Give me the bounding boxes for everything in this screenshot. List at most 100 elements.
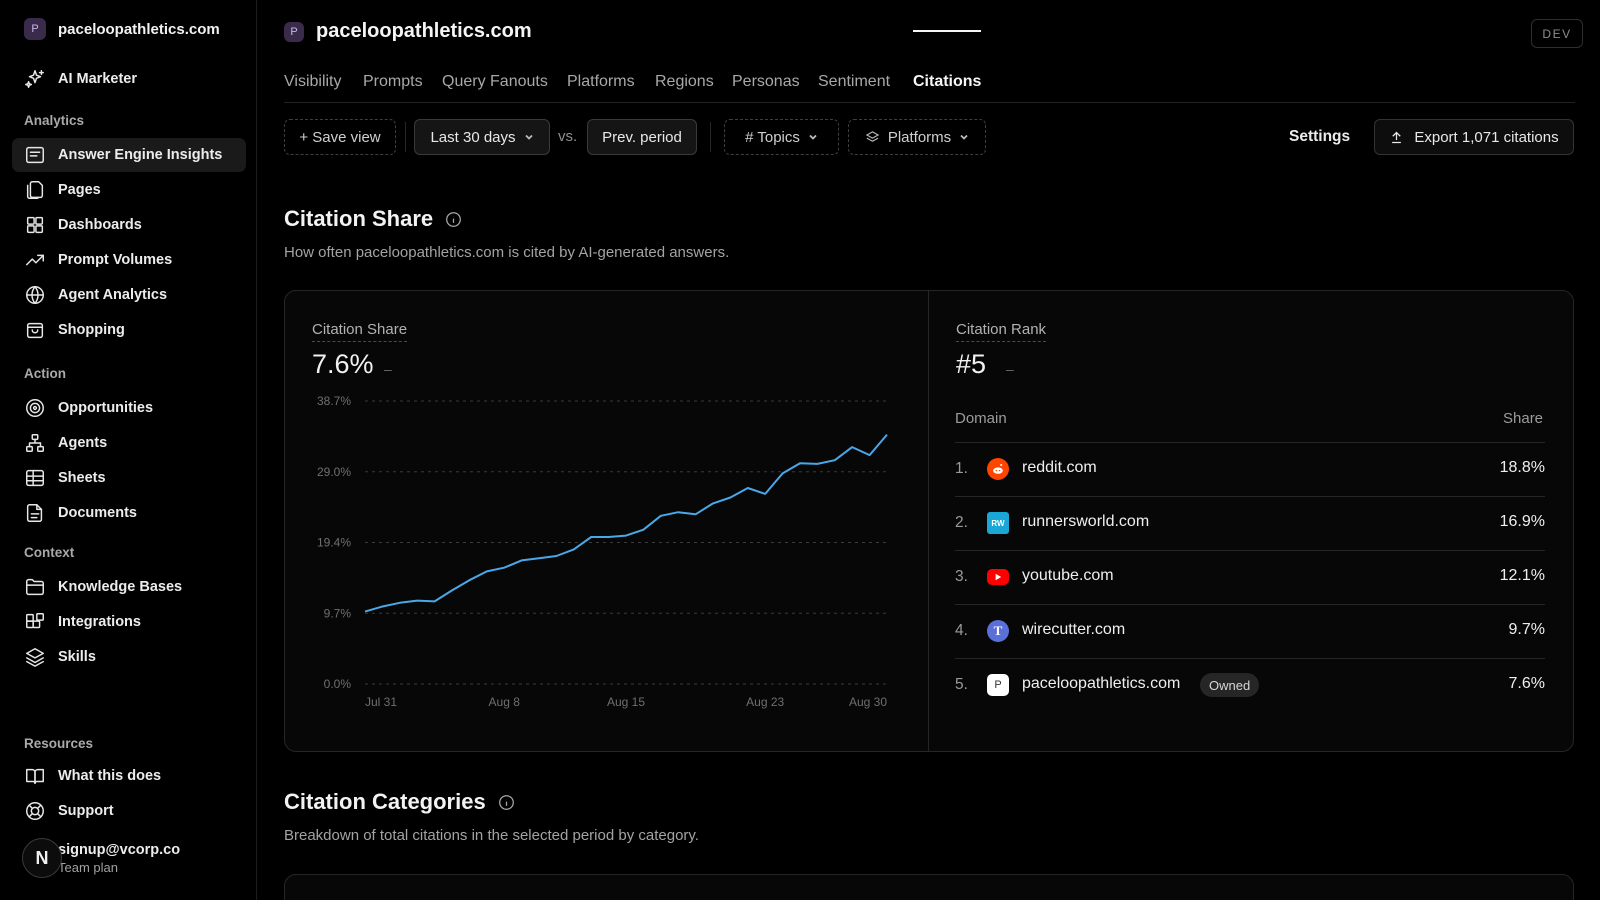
rank-domain[interactable]: paceloopathletics.com: [1022, 675, 1181, 692]
site-badge: P: [284, 21, 304, 42]
data-point[interactable]: [463, 574, 475, 586]
data-point[interactable]: [394, 597, 406, 609]
rank-column-domain: Domain: [955, 410, 1007, 427]
export-button[interactable]: Export 1,071 citations: [1374, 119, 1574, 155]
data-point[interactable]: [603, 531, 615, 543]
data-point[interactable]: [550, 550, 562, 562]
wirecutter-icon: T: [987, 620, 1009, 642]
tab-query-fanouts[interactable]: Query Fanouts: [442, 73, 548, 90]
sidebar-item-agent-analytics[interactable]: Agent Analytics: [12, 278, 246, 312]
data-point[interactable]: [846, 441, 858, 453]
citation-categories-description: Breakdown of total citations in the sele…: [284, 827, 699, 844]
sidebar-item-documents[interactable]: Documents: [12, 496, 246, 530]
blocks-icon: [26, 613, 44, 629]
tab-platforms[interactable]: Platforms: [567, 73, 635, 90]
table-row[interactable]: 1. reddit.com 18.8%: [955, 442, 1545, 496]
sidebar-item-answer-engine-insights[interactable]: Answer Engine Insights: [12, 138, 246, 172]
data-point[interactable]: [864, 449, 876, 461]
data-point[interactable]: [376, 600, 388, 612]
data-point[interactable]: [585, 531, 597, 543]
table-row[interactable]: 3. youtube.com 12.1%: [955, 550, 1545, 604]
info-icon[interactable]: [498, 794, 515, 811]
data-point[interactable]: [411, 595, 423, 607]
sidebar-item-label: AI Marketer: [58, 71, 137, 87]
data-point[interactable]: [707, 497, 719, 509]
sidebar-item-label: Prompt Volumes: [58, 252, 173, 268]
sidebar-item-what-this-does[interactable]: What this does: [12, 759, 246, 793]
table-row[interactable]: 2. RW runnersworld.com 16.9%: [955, 496, 1545, 550]
x-tick-label: Aug 15: [607, 695, 645, 709]
toolbar-divider: [710, 122, 711, 152]
data-point[interactable]: [811, 458, 823, 470]
series-line[interactable]: [364, 433, 888, 613]
citation-rank-label: Citation Rank: [956, 321, 1047, 342]
sidebar-item-dashboards[interactable]: Dashboards: [12, 208, 246, 242]
data-point[interactable]: [777, 467, 789, 479]
user-menu[interactable]: signup@vcorp.co Team plan N: [22, 838, 248, 884]
youtube-icon: [987, 569, 1009, 585]
data-point[interactable]: [429, 595, 441, 607]
workspace-switcher[interactable]: P paceloopathletics.com: [24, 18, 220, 40]
platforms-filter[interactable]: Platforms: [848, 119, 986, 155]
data-point[interactable]: [881, 429, 893, 441]
data-point[interactable]: [742, 482, 754, 494]
info-icon[interactable]: [445, 211, 462, 228]
tab-citations[interactable]: Citations: [913, 73, 982, 90]
tab-personas[interactable]: Personas: [732, 73, 800, 90]
rank-domain[interactable]: runnersworld.com: [1022, 513, 1150, 530]
sidebar-item-label: Shopping: [58, 322, 125, 338]
layers-icon: [865, 130, 880, 142]
sidebar-item-opportunities[interactable]: Opportunities: [12, 391, 246, 425]
chevron-down-icon: [809, 134, 817, 140]
table-row[interactable]: 5. P paceloopathletics.com Owned 7.6%: [955, 658, 1545, 712]
data-point[interactable]: [829, 454, 841, 466]
sidebar-item-pages[interactable]: Pages: [12, 173, 246, 207]
data-point[interactable]: [498, 562, 510, 574]
sidebar-item-ai-marketer[interactable]: AI Marketer: [12, 62, 246, 96]
sidebar-item-skills[interactable]: Skills: [12, 640, 246, 674]
topics-filter[interactable]: # Topics: [724, 119, 839, 155]
tab-visibility[interactable]: Visibility: [284, 73, 342, 90]
data-point[interactable]: [568, 543, 580, 555]
data-point[interactable]: [690, 508, 702, 520]
data-point[interactable]: [724, 492, 736, 504]
sidebar-item-support[interactable]: Support: [12, 794, 246, 828]
data-point[interactable]: [794, 457, 806, 469]
data-point[interactable]: [620, 530, 632, 542]
data-point[interactable]: [446, 584, 458, 596]
settings-button[interactable]: Settings: [1289, 128, 1351, 145]
tab-sentiment[interactable]: Sentiment: [818, 73, 891, 90]
save-view-button[interactable]: + Save view: [284, 119, 396, 155]
tab-prompts[interactable]: Prompts: [363, 73, 423, 90]
citation-rank-delta: –: [1006, 361, 1014, 377]
table-row[interactable]: 4. T wirecutter.com 9.7%: [955, 604, 1545, 658]
sidebar-item-integrations[interactable]: Integrations: [12, 605, 246, 639]
data-point[interactable]: [516, 554, 528, 566]
data-point[interactable]: [481, 565, 493, 577]
sidebar-item-label: Knowledge Bases: [58, 579, 183, 595]
topics-label: # Topics: [745, 128, 800, 146]
sidebar-item-label: Documents: [58, 505, 137, 521]
rank-domain[interactable]: reddit.com: [1022, 459, 1097, 476]
sidebar-item-sheets[interactable]: Sheets: [12, 461, 246, 495]
avatar[interactable]: N: [22, 838, 62, 878]
export-label: Export 1,071 citations: [1414, 128, 1559, 146]
data-point[interactable]: [759, 488, 771, 500]
rank-domain[interactable]: wirecutter.com: [1022, 621, 1126, 638]
compare-period-button[interactable]: Prev. period: [587, 119, 697, 155]
data-point[interactable]: [359, 606, 371, 618]
sidebar-item-shopping[interactable]: Shopping: [12, 313, 246, 347]
rank-domain[interactable]: youtube.com: [1022, 567, 1114, 584]
sidebar-item-knowledge-bases[interactable]: Knowledge Bases: [12, 570, 246, 604]
section-label-resources: Resources: [24, 736, 94, 751]
data-point[interactable]: [655, 510, 667, 522]
data-point[interactable]: [637, 524, 649, 536]
sidebar-item-agents[interactable]: Agents: [12, 426, 246, 460]
book-open-icon: [26, 768, 44, 785]
date-range-select[interactable]: Last 30 days: [414, 119, 550, 155]
data-point[interactable]: [672, 506, 684, 518]
paceloop-icon: P: [987, 674, 1009, 696]
sidebar-item-prompt-volumes[interactable]: Prompt Volumes: [12, 243, 246, 277]
tab-regions[interactable]: Regions: [655, 73, 714, 90]
data-point[interactable]: [533, 552, 545, 564]
